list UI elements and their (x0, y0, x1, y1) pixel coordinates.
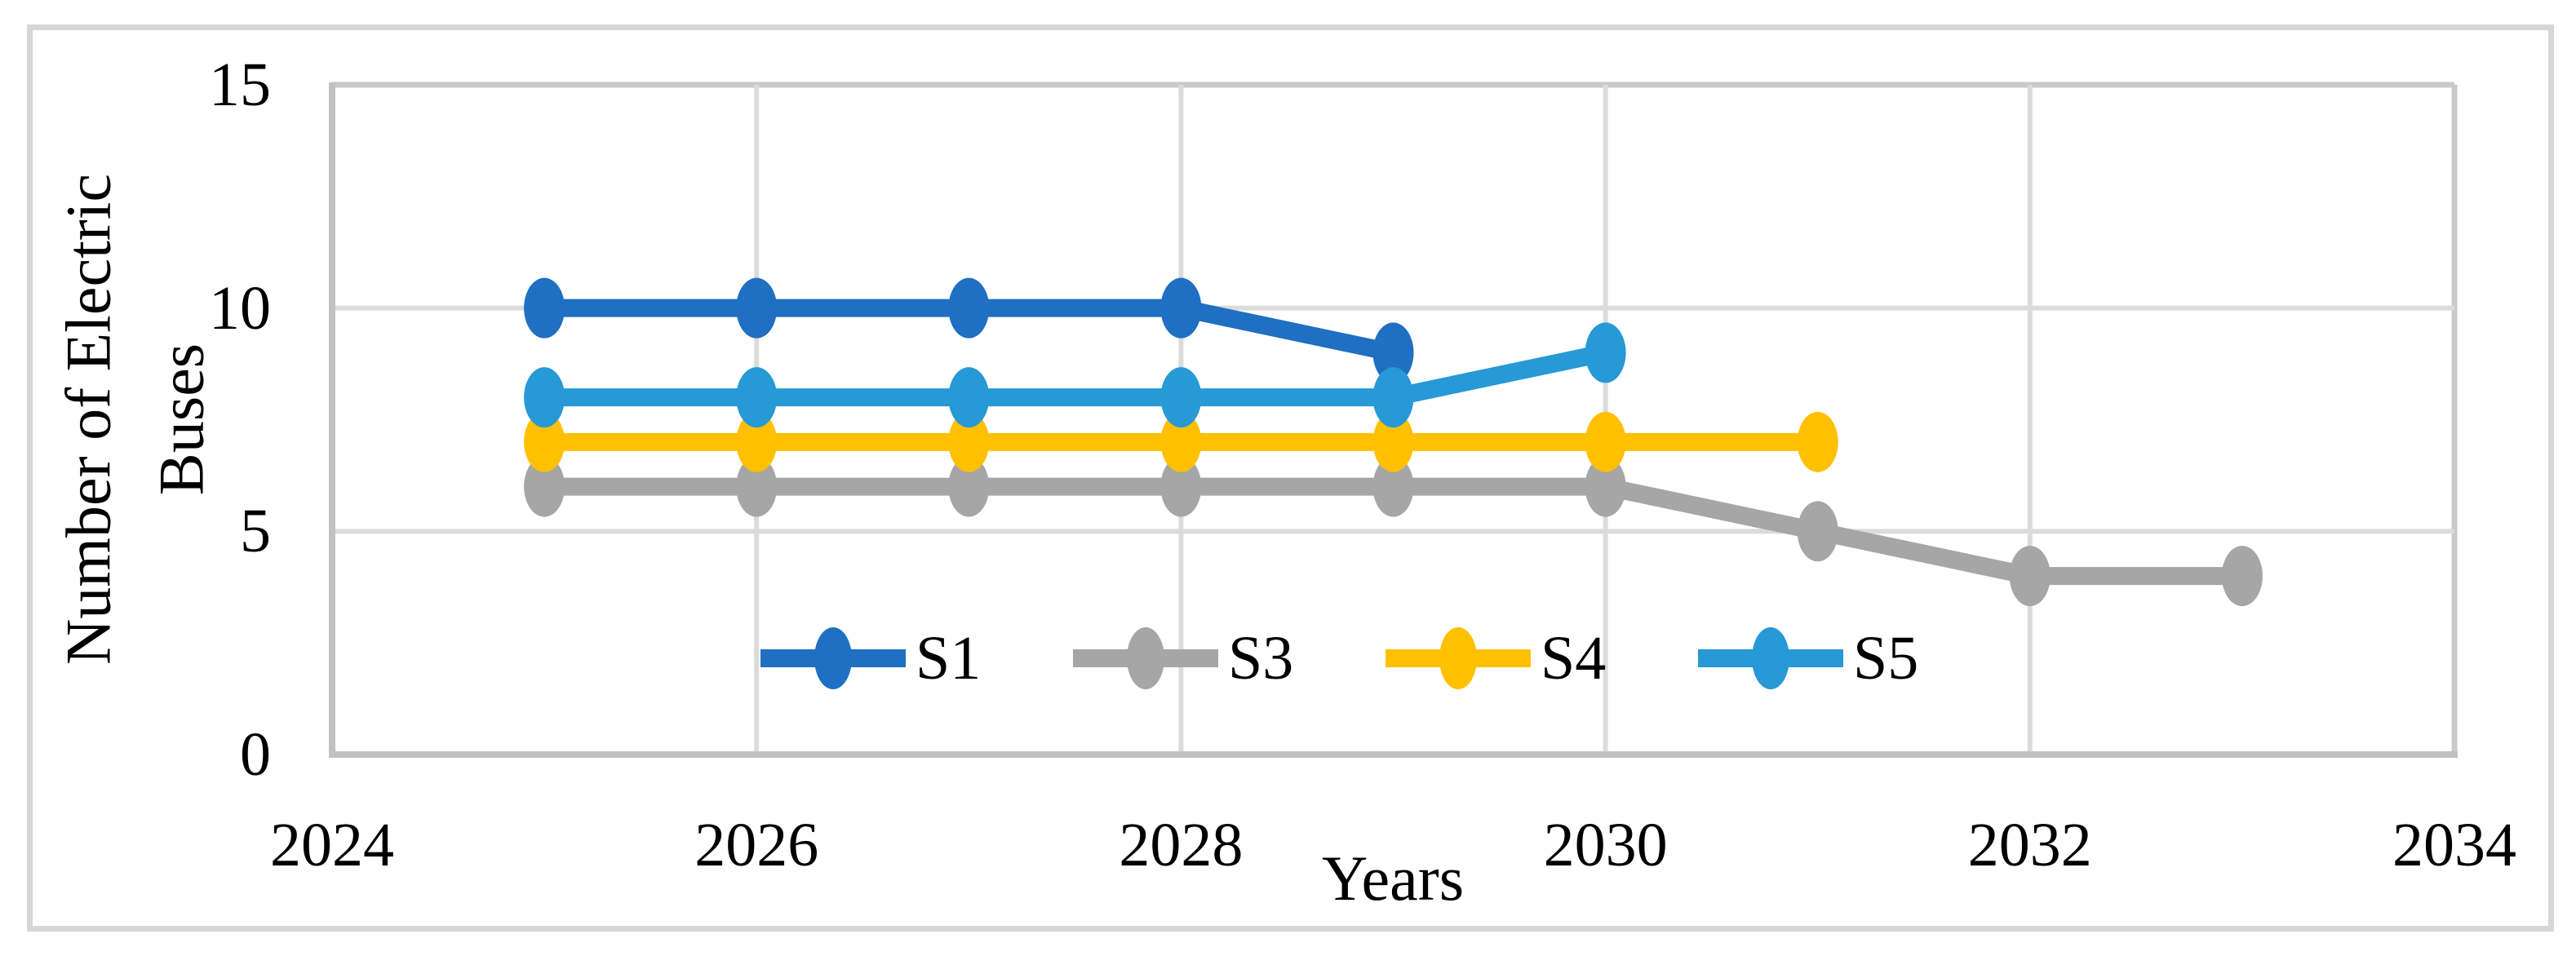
data-point-s3 (1160, 456, 1202, 517)
data-point-s3 (524, 456, 565, 517)
series-line-s5 (544, 343, 1607, 407)
data-point-s4 (736, 411, 778, 472)
legend-label-s4: S4 (1541, 624, 1607, 693)
data-point-s4 (1372, 411, 1414, 472)
y-tick-label: 5 (240, 497, 271, 566)
x-tick-label: 2026 (694, 811, 819, 879)
data-point-s4 (1585, 411, 1626, 472)
y-tick-label: 15 (209, 51, 271, 119)
legend-label-s1: S1 (916, 624, 982, 693)
data-point-s5 (1372, 367, 1414, 428)
data-point-s3 (948, 456, 990, 517)
data-point-s5 (524, 367, 565, 428)
y-tick-label: 10 (209, 273, 271, 343)
y-axis-title-line2: Buses (145, 343, 217, 496)
y-axis-title: Number of Electric Buses (42, 85, 228, 755)
legend-swatch-s5 (1698, 627, 1843, 689)
y-axis-title-line1: Number of Electric (52, 173, 124, 666)
figure-border (27, 24, 2554, 932)
y-tick-label: 0 (240, 720, 271, 789)
data-point-s3 (2221, 546, 2263, 607)
x-tick-label: 2034 (2392, 811, 2516, 879)
x-tick-label: 2030 (1543, 811, 1668, 879)
x-axis-title: Years (1321, 843, 1465, 914)
legend-swatch-s1 (760, 627, 906, 689)
data-point-s3 (736, 456, 778, 517)
data-point-s5 (1160, 367, 1202, 428)
legend-label-s3: S3 (1228, 624, 1294, 693)
x-tick-label: 2032 (1967, 811, 2092, 879)
data-point-s5 (948, 367, 990, 428)
data-point-s5 (736, 367, 778, 428)
data-point-s1 (736, 277, 778, 339)
data-point-s3 (1797, 501, 1838, 562)
data-point-s3 (1372, 456, 1414, 517)
data-point-s4 (524, 411, 565, 472)
x-tick-label: 2024 (270, 811, 394, 879)
data-point-s3 (2009, 546, 2051, 607)
data-point-s1 (524, 277, 565, 339)
data-point-s1 (1160, 277, 1202, 339)
legend-swatch-s3 (1073, 627, 1218, 689)
data-point-s3 (1585, 456, 1626, 517)
legend-label-s5: S5 (1853, 624, 1919, 693)
x-tick-label: 2028 (1119, 811, 1244, 879)
data-point-s4 (1797, 411, 1838, 472)
data-point-s4 (1160, 411, 1202, 472)
data-point-s4 (948, 411, 990, 472)
data-point-s1 (1372, 322, 1414, 383)
data-point-s1 (948, 277, 990, 339)
data-point-s5 (1585, 322, 1626, 383)
legend-swatch-s4 (1386, 627, 1531, 689)
